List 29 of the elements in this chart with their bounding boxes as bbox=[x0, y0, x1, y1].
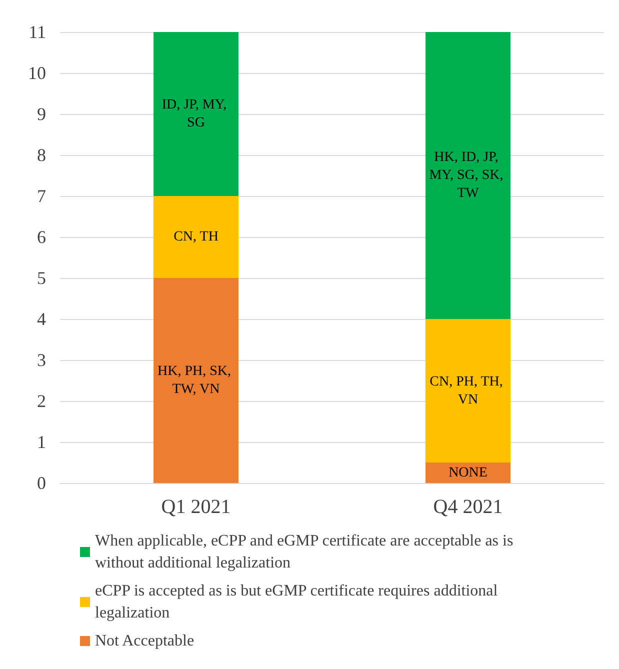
data-label: ID, JP, MY, SG bbox=[162, 98, 230, 130]
y-tick-label: 9 bbox=[37, 104, 46, 124]
bar bbox=[426, 32, 510, 319]
y-tick-label: 10 bbox=[28, 63, 46, 83]
y-tick-label: 11 bbox=[28, 22, 46, 42]
y-tick-label: 8 bbox=[37, 145, 46, 165]
y-tick-label: 2 bbox=[37, 391, 46, 411]
x-tick-label: Q1 2021 bbox=[161, 496, 231, 518]
y-tick-label: 1 bbox=[37, 432, 46, 452]
legend-label: eCPP is accepted as is but eGMP certificate requires additional legalization bbox=[95, 582, 502, 622]
data-label: CN, PH, TH, VN bbox=[430, 374, 506, 408]
y-tick-label: 4 bbox=[37, 309, 46, 329]
y-tick-label: 6 bbox=[37, 227, 46, 247]
legend-label: When applicable, eCPP and eGMP certificate are acceptable as is without additional legalization bbox=[95, 532, 518, 572]
x-tick-label: Q4 2021 bbox=[433, 496, 503, 518]
data-label: HK, ID, JP, MY, SG, SK, TW bbox=[429, 150, 507, 201]
data-label: CN, TH bbox=[174, 230, 218, 244]
bar bbox=[426, 462, 510, 483]
bar bbox=[426, 319, 510, 462]
y-tick-label: 3 bbox=[37, 350, 46, 370]
data-label: NONE bbox=[448, 465, 488, 480]
bar bbox=[154, 278, 238, 483]
bar bbox=[154, 32, 238, 196]
y-tick-label: 7 bbox=[37, 186, 46, 206]
bar bbox=[154, 196, 238, 278]
y-tick-label: 0 bbox=[37, 473, 46, 493]
data-label: HK, PH, SK, TW, VN bbox=[157, 364, 235, 397]
y-tick-label: 5 bbox=[37, 268, 46, 288]
legend-label: Not Acceptable bbox=[95, 632, 194, 650]
